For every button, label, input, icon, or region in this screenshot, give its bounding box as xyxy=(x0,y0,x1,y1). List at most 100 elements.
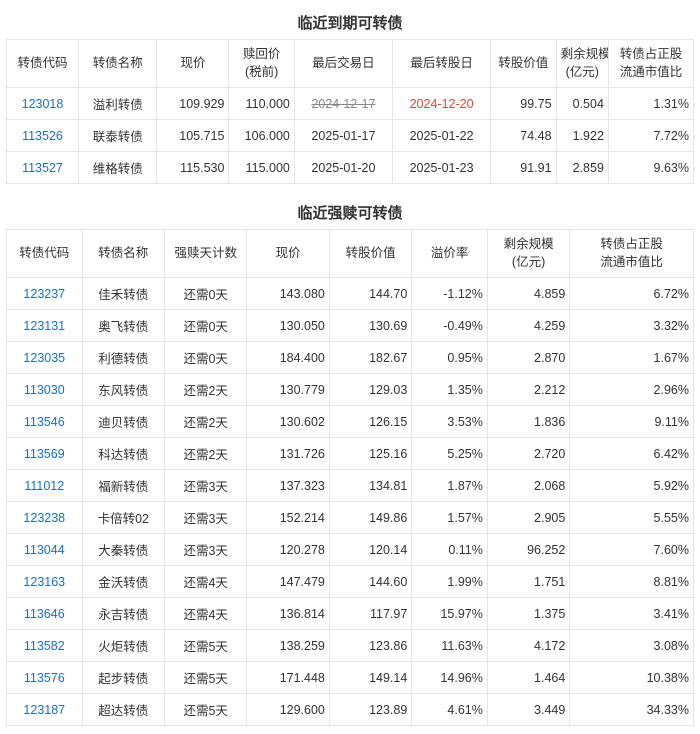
cell: 火炬转债 xyxy=(82,630,164,662)
bond-code-link[interactable]: 113030 xyxy=(7,374,83,406)
cell: 2.905 xyxy=(487,502,569,534)
bond-code-link[interactable]: 113569 xyxy=(7,438,83,470)
cell: 还需0天 xyxy=(165,310,247,342)
cell: 还需2天 xyxy=(165,438,247,470)
cell: 还需3天 xyxy=(165,534,247,566)
cell: 1.751 xyxy=(487,566,569,598)
cell: 2025-01-20 xyxy=(294,152,392,184)
bond-code-link[interactable]: 113582 xyxy=(7,630,83,662)
bond-code-link[interactable]: 113044 xyxy=(7,534,83,566)
bond-code-link[interactable]: 123131 xyxy=(7,310,83,342)
cell: 2025-01-22 xyxy=(393,120,491,152)
bond-code-link[interactable]: 123187 xyxy=(7,694,83,726)
cell: 117.97 xyxy=(329,598,411,630)
cell: 129.600 xyxy=(247,694,329,726)
bond-code-link[interactable]: 123018 xyxy=(7,88,79,120)
cell: 96.252 xyxy=(487,534,569,566)
bond-code-link[interactable]: 113546 xyxy=(7,406,83,438)
bond-code-link[interactable]: 123237 xyxy=(7,278,83,310)
cell: 14.96% xyxy=(412,662,488,694)
table-row: 123131奥飞转债还需0天130.050130.69-0.49%4.2593.… xyxy=(7,310,694,342)
column-header: 剩余规模(亿元) xyxy=(487,230,569,278)
cell: 9.63% xyxy=(608,152,693,184)
column-header: 转债名称 xyxy=(78,40,157,88)
cell: 130.69 xyxy=(329,310,411,342)
cell: 2.859 xyxy=(556,152,608,184)
cell: 1.922 xyxy=(556,120,608,152)
cell: 还需2天 xyxy=(165,374,247,406)
cell: 利德转债 xyxy=(82,342,164,374)
bond-code-link[interactable]: 113527 xyxy=(7,152,79,184)
cell: 11.63% xyxy=(412,630,488,662)
bond-code-link[interactable]: 123035 xyxy=(7,342,83,374)
cell: 2024-12-17 xyxy=(294,88,392,120)
cell: 起步转债 xyxy=(82,662,164,694)
cell: 125.16 xyxy=(329,438,411,470)
cell: 大秦转债 xyxy=(82,534,164,566)
cell: 15.97% xyxy=(412,598,488,630)
cell: 182.67 xyxy=(329,342,411,374)
cell: 137.323 xyxy=(247,470,329,502)
table-row: 113527维格转债115.530115.0002025-01-202025-0… xyxy=(7,152,694,184)
cell: 奥飞转债 xyxy=(82,310,164,342)
cell: 1.87% xyxy=(412,470,488,502)
cell: 卡倍转02 xyxy=(82,502,164,534)
cell: 10.38% xyxy=(570,662,694,694)
maturity-table: 转债代码转债名称现价赎回价(税前)最后交易日最后转股日转股价值剩余规模(亿元)转… xyxy=(6,39,694,184)
cell: 2024-12-20 xyxy=(393,88,491,120)
bond-code-link[interactable]: 113526 xyxy=(7,120,79,152)
cell: 2.870 xyxy=(487,342,569,374)
column-header: 赎回价(税前) xyxy=(229,40,294,88)
bond-code-link[interactable]: 113576 xyxy=(7,662,83,694)
cell: 4.61% xyxy=(412,694,488,726)
cell: 溢利转债 xyxy=(78,88,157,120)
cell: 科达转债 xyxy=(82,438,164,470)
table-row: 123238卡倍转02还需3天152.214149.861.57%2.9055.… xyxy=(7,502,694,534)
cell: 115.530 xyxy=(157,152,229,184)
cell: 136.814 xyxy=(247,598,329,630)
table-row: 123163金沃转债还需4天147.479144.601.99%1.7518.8… xyxy=(7,566,694,598)
cell: 3.53% xyxy=(412,406,488,438)
cell: 130.602 xyxy=(247,406,329,438)
cell: 0.504 xyxy=(556,88,608,120)
table-row: 113044大秦转债还需3天120.278120.140.11%96.2527.… xyxy=(7,534,694,566)
cell: 佳禾转债 xyxy=(82,278,164,310)
column-header: 剩余规模(亿元) xyxy=(556,40,608,88)
column-header: 转债占正股流通市值比 xyxy=(570,230,694,278)
bond-code-link[interactable]: 123238 xyxy=(7,502,83,534)
cell: 还需2天 xyxy=(165,406,247,438)
cell: 1.67% xyxy=(570,342,694,374)
cell: 联泰转债 xyxy=(78,120,157,152)
cell: 1.464 xyxy=(487,662,569,694)
column-header: 转股价值 xyxy=(329,230,411,278)
bond-code-link[interactable]: 123163 xyxy=(7,566,83,598)
cell: 2.96% xyxy=(570,374,694,406)
cell: 1.836 xyxy=(487,406,569,438)
cell: 105.715 xyxy=(157,120,229,152)
cell: 1.99% xyxy=(412,566,488,598)
cell: 6.72% xyxy=(570,278,694,310)
table-row: 123035利德转债还需0天184.400182.670.95%2.8701.6… xyxy=(7,342,694,374)
table-row: 113576起步转债还需5天171.448149.1414.96%1.46410… xyxy=(7,662,694,694)
bond-code-link[interactable]: 113646 xyxy=(7,598,83,630)
cell: 2.068 xyxy=(487,470,569,502)
cell: 120.278 xyxy=(247,534,329,566)
cell: 129.03 xyxy=(329,374,411,406)
cell: 126.15 xyxy=(329,406,411,438)
cell: 还需3天 xyxy=(165,470,247,502)
cell: 0.11% xyxy=(412,534,488,566)
cell: -0.49% xyxy=(412,310,488,342)
column-header: 转债名称 xyxy=(82,230,164,278)
cell: 2025-01-17 xyxy=(294,120,392,152)
cell: 134.81 xyxy=(329,470,411,502)
cell: 7.60% xyxy=(570,534,694,566)
cell: 2.720 xyxy=(487,438,569,470)
bond-code-link[interactable]: 111012 xyxy=(7,470,83,502)
cell: 149.14 xyxy=(329,662,411,694)
cell: 还需4天 xyxy=(165,598,247,630)
cell: 2.212 xyxy=(487,374,569,406)
column-header: 转债代码 xyxy=(7,230,83,278)
cell: 还需0天 xyxy=(165,342,247,374)
cell: 131.726 xyxy=(247,438,329,470)
cell: 1.375 xyxy=(487,598,569,630)
